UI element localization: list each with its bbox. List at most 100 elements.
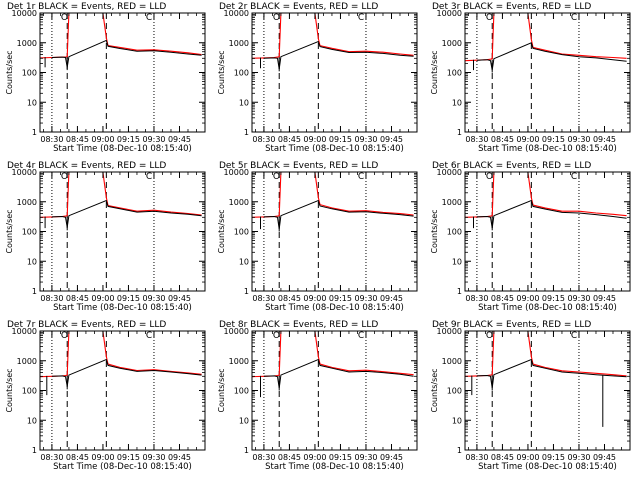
x-tick-label: 09:45 xyxy=(593,135,616,144)
y-tick-label: 100 xyxy=(234,387,249,396)
x-tick-label: 09:45 xyxy=(593,453,616,462)
x-tick-label: 09:15 xyxy=(117,453,140,462)
events-series-line xyxy=(263,40,414,70)
x-tick-label: 09:30 xyxy=(567,294,590,303)
x-tick-label: 09:45 xyxy=(380,135,403,144)
x-axis-label: Start Time (08-Dec-10 08:15:40) xyxy=(265,144,404,154)
y-tick-label: 100 xyxy=(447,387,462,396)
plot-frame xyxy=(39,12,206,133)
y-tick-label: 10000 xyxy=(224,327,249,336)
events-series-line xyxy=(476,358,627,389)
x-tick-label: 08:30 xyxy=(40,135,63,144)
x-tick-label: 09:45 xyxy=(593,294,616,303)
x-axis-label: Start Time (08-Dec-10 08:15:40) xyxy=(478,303,617,313)
x-tick-label: 09:30 xyxy=(354,294,377,303)
y-tick-label: 10 xyxy=(27,98,37,107)
marker-o: O xyxy=(61,13,68,23)
x-tick-label: 09:30 xyxy=(142,294,165,303)
panel-title: Det 3r BLACK = Events, RED = LLD xyxy=(432,2,591,12)
plot-frame xyxy=(39,171,206,292)
x-axis-label: Start Time (08-Dec-10 08:15:40) xyxy=(478,462,617,472)
plot-frame xyxy=(251,171,418,292)
marker-c: C xyxy=(146,172,152,182)
marker-c: C xyxy=(358,13,364,23)
marker-o: O xyxy=(273,331,280,341)
x-tick-label: 09:00 xyxy=(516,135,539,144)
y-axis-label: Counts/sec xyxy=(430,209,439,253)
y-tick-label: 1000 xyxy=(229,39,249,48)
x-tick-label: 08:30 xyxy=(252,135,275,144)
y-tick-label: 10 xyxy=(27,257,37,266)
x-tick-label: 08:45 xyxy=(278,294,301,303)
x-tick-label: 09:00 xyxy=(91,135,114,144)
y-axis-label: Counts/sec xyxy=(217,209,226,253)
y-tick-label: 1000 xyxy=(17,39,37,48)
y-tick-label: 1000 xyxy=(17,198,37,207)
marker-o: O xyxy=(61,331,68,341)
events-series-line xyxy=(263,358,414,389)
x-tick-label: 09:00 xyxy=(516,453,539,462)
plot-frame xyxy=(251,12,418,133)
y-tick-label: 100 xyxy=(22,387,37,396)
y-tick-label: 10 xyxy=(452,257,462,266)
y-tick-label: 10000 xyxy=(12,168,37,177)
x-tick-label: 09:00 xyxy=(303,294,326,303)
x-tick-label: 08:45 xyxy=(491,294,514,303)
events-series-line xyxy=(51,39,202,68)
x-axis-label: Start Time (08-Dec-10 08:15:40) xyxy=(53,303,192,313)
x-tick-label: 08:45 xyxy=(66,294,89,303)
plot-frame xyxy=(251,330,418,451)
x-axis-label: Start Time (08-Dec-10 08:15:40) xyxy=(53,462,192,472)
marker-o: O xyxy=(273,172,280,182)
x-tick-label: 08:30 xyxy=(252,453,275,462)
panel-title: Det 6r BLACK = Events, RED = LLD xyxy=(432,161,591,171)
marker-o: O xyxy=(486,331,493,341)
y-tick-label: 1000 xyxy=(229,198,249,207)
x-tick-label: 09:30 xyxy=(567,135,590,144)
marker-c: C xyxy=(571,172,577,182)
x-tick-label: 08:30 xyxy=(465,294,488,303)
events-series-line xyxy=(476,42,627,71)
y-tick-label: 1000 xyxy=(442,39,462,48)
y-tick-label: 10000 xyxy=(224,9,249,18)
y-tick-label: 10 xyxy=(452,98,462,107)
x-tick-label: 09:15 xyxy=(542,135,565,144)
x-tick-label: 09:30 xyxy=(567,453,590,462)
x-tick-label: 08:45 xyxy=(491,135,514,144)
y-tick-label: 10 xyxy=(452,416,462,425)
panel-title: Det 8r BLACK = Events, RED = LLD xyxy=(219,320,378,330)
panel-title: Det 7r BLACK = Events, RED = LLD xyxy=(7,320,166,330)
y-tick-label: 10000 xyxy=(12,327,37,336)
y-tick-label: 100 xyxy=(22,228,37,237)
x-tick-label: 08:45 xyxy=(278,135,301,144)
x-tick-label: 09:45 xyxy=(168,453,191,462)
plot-frame xyxy=(464,330,631,451)
y-tick-label: 100 xyxy=(22,69,37,78)
y-tick-label: 1 xyxy=(244,446,249,455)
x-tick-label: 08:30 xyxy=(252,294,275,303)
y-tick-label: 100 xyxy=(447,228,462,237)
x-tick-label: 08:30 xyxy=(40,453,63,462)
x-tick-label: 09:30 xyxy=(354,453,377,462)
y-tick-label: 1000 xyxy=(442,198,462,207)
x-tick-label: 09:15 xyxy=(542,453,565,462)
events-series-line xyxy=(263,199,414,230)
marker-c: C xyxy=(571,13,577,23)
marker-c: C xyxy=(146,13,152,23)
x-tick-label: 08:30 xyxy=(40,294,63,303)
y-tick-label: 10 xyxy=(27,416,37,425)
y-axis-label: Counts/sec xyxy=(217,368,226,412)
x-axis-label: Start Time (08-Dec-10 08:15:40) xyxy=(478,144,617,154)
x-tick-label: 09:00 xyxy=(303,135,326,144)
y-tick-label: 10000 xyxy=(437,327,462,336)
y-tick-label: 1000 xyxy=(442,357,462,366)
x-tick-label: 09:15 xyxy=(117,135,140,144)
